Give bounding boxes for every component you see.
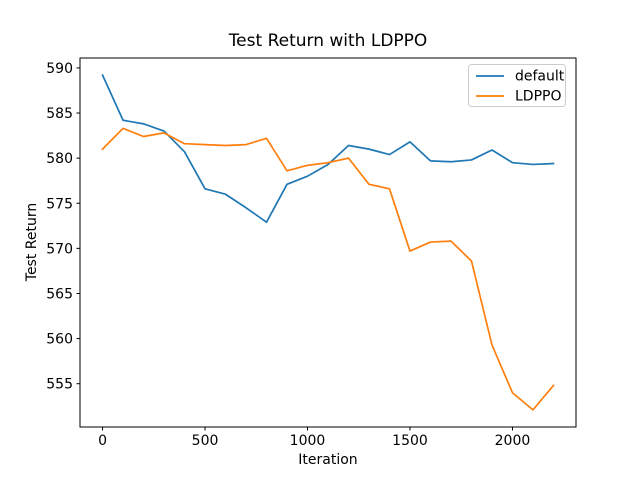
series-line-ldppo bbox=[101, 127, 555, 411]
y-tick-label: 565 bbox=[46, 286, 73, 302]
y-tick-label: 570 bbox=[46, 241, 73, 257]
legend-label-ldppo: LDPPO bbox=[515, 89, 561, 105]
y-tick-label: 585 bbox=[46, 106, 73, 122]
y-tick-label: 580 bbox=[46, 151, 73, 167]
x-tick-label: 2000 bbox=[495, 433, 531, 449]
legend-label-default: default bbox=[515, 69, 565, 85]
x-axis-label: Iteration bbox=[298, 452, 357, 468]
series-line-default bbox=[101, 74, 555, 224]
x-tick-label: 0 bbox=[98, 433, 107, 449]
y-tick-label: 555 bbox=[46, 377, 73, 393]
plot-area: 0 500 1000 1500 2000 555 560 565 570 575 580 585 590 bbox=[46, 57, 577, 449]
x-tick-label: 1000 bbox=[290, 433, 326, 449]
x-tick-label: 500 bbox=[192, 433, 219, 449]
plot-frame bbox=[79, 57, 577, 428]
y-tick-label: 560 bbox=[46, 332, 73, 348]
chart-title: Test Return with LDPPO bbox=[228, 31, 428, 51]
y-axis-label: Test Return bbox=[24, 203, 40, 282]
x-tick-label: 1500 bbox=[392, 433, 428, 449]
y-tick-label: 575 bbox=[46, 196, 73, 212]
y-tick-label: 590 bbox=[46, 61, 73, 77]
legend-box: default LDPPO bbox=[468, 64, 566, 107]
